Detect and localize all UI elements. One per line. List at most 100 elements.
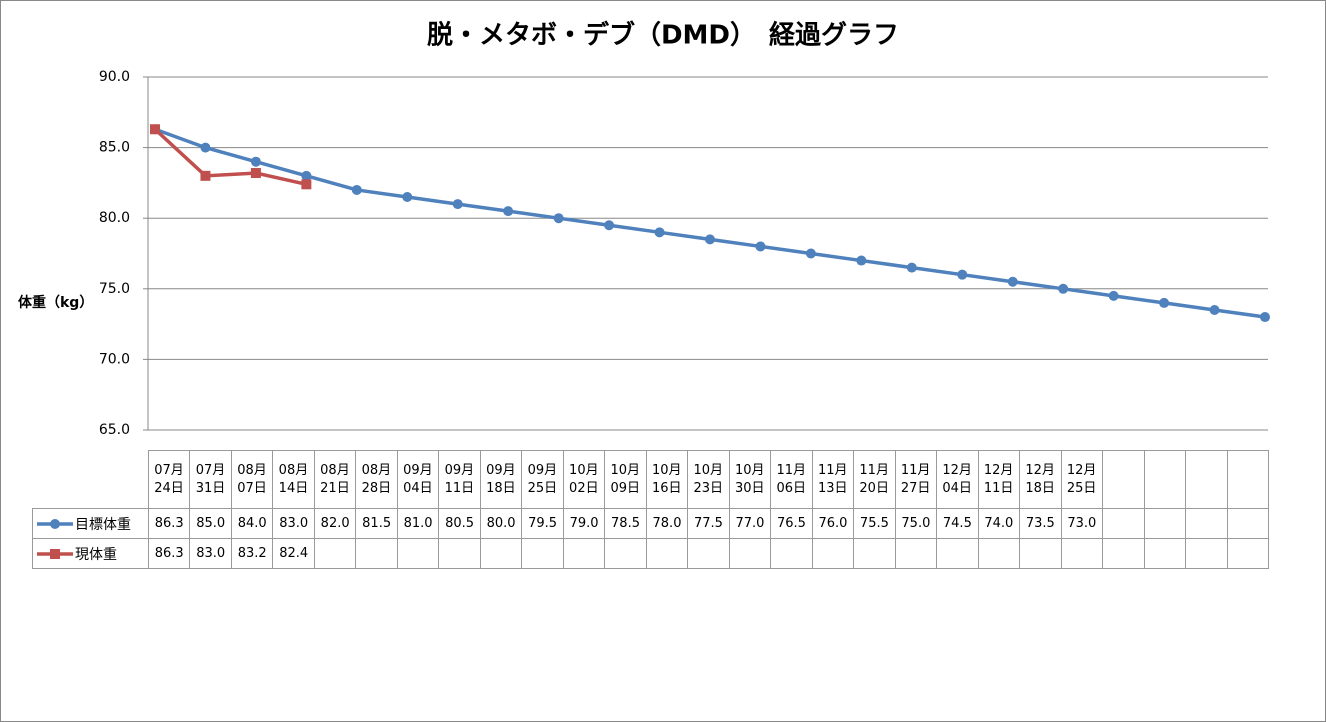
marker bbox=[1007, 276, 1018, 287]
table-cell bbox=[355, 538, 398, 569]
table-cell bbox=[1060, 538, 1104, 569]
marker bbox=[705, 234, 715, 245]
table-header-cell: 10月02日 bbox=[562, 450, 606, 509]
marker bbox=[1058, 283, 1069, 294]
marker bbox=[654, 227, 665, 238]
table-header-cell: 12月04日 bbox=[936, 450, 979, 509]
marker bbox=[604, 220, 615, 231]
date-label: 12月04日 bbox=[942, 462, 972, 496]
y-tick-label: 90.0 bbox=[99, 69, 130, 85]
date-label: 09月11日 bbox=[444, 462, 475, 496]
y-tick-label: 80.0 bbox=[99, 210, 130, 226]
legend-key bbox=[37, 518, 73, 529]
table-header-cell: 12月25日 bbox=[1060, 450, 1104, 509]
legend-label: 現体重 bbox=[75, 546, 117, 563]
y-tick-label: 85.0 bbox=[99, 140, 130, 156]
table-header-cell: 10月23日 bbox=[687, 450, 730, 509]
marker bbox=[452, 199, 463, 210]
table-header-cell bbox=[1226, 450, 1269, 509]
marker bbox=[301, 179, 312, 190]
date-label: 10月23日 bbox=[693, 462, 724, 496]
table-cell bbox=[770, 538, 813, 569]
chart-title: 脱・メタボ・デブ（DMD） 経過グラフ bbox=[427, 20, 899, 51]
date-label: 08月21日 bbox=[320, 462, 350, 496]
table-cell: 81.0 bbox=[396, 508, 440, 539]
series-line bbox=[153, 127, 307, 187]
table-cell bbox=[853, 538, 896, 569]
table-header-cell bbox=[1185, 450, 1228, 509]
table-cell bbox=[1019, 538, 1062, 569]
marker bbox=[200, 170, 211, 181]
marker bbox=[402, 192, 413, 203]
table-cell: 75.5 bbox=[853, 508, 896, 539]
table-cell: 83.0 bbox=[272, 508, 315, 539]
table-cell: 77.5 bbox=[687, 508, 730, 539]
table-header-cell: 10月16日 bbox=[645, 450, 689, 509]
date-label: 11月27日 bbox=[900, 462, 931, 496]
date-label: 10月09日 bbox=[610, 462, 641, 496]
marker bbox=[805, 248, 816, 259]
marker bbox=[906, 262, 917, 273]
marker bbox=[200, 142, 211, 153]
table-cell bbox=[936, 538, 979, 569]
date-label: 10月30日 bbox=[734, 462, 765, 496]
table-header-cell: 08月21日 bbox=[313, 450, 357, 509]
table-cell bbox=[1143, 508, 1187, 539]
table-cell: 83.2 bbox=[230, 538, 274, 569]
table-cell: 83.0 bbox=[189, 538, 232, 569]
table-header-cell: 08月28日 bbox=[355, 450, 398, 509]
y-tick-label: 70.0 bbox=[99, 351, 130, 367]
table-header-cell: 11月27日 bbox=[894, 450, 938, 509]
table-header-cell: 12月11日 bbox=[977, 450, 1021, 509]
y-axis-title: 体重（kg） bbox=[18, 294, 93, 311]
table-header-cell: 07月24日 bbox=[148, 450, 191, 509]
table-cell: 79.0 bbox=[562, 508, 606, 539]
date-label: 07月31日 bbox=[195, 462, 226, 496]
date-label: 10月02日 bbox=[569, 462, 599, 496]
table-header-cell bbox=[1143, 450, 1187, 509]
marker bbox=[250, 168, 261, 179]
marker bbox=[1209, 304, 1220, 315]
date-label: 10月16日 bbox=[652, 462, 682, 496]
table-cell bbox=[894, 538, 938, 569]
table-cell: 82.4 bbox=[272, 538, 315, 569]
table-header-cell: 09月18日 bbox=[479, 450, 523, 509]
table-cell bbox=[811, 538, 855, 569]
table-header-cell: 08月07日 bbox=[230, 450, 274, 509]
marker bbox=[351, 184, 362, 195]
table-cell bbox=[1185, 508, 1228, 539]
date-label: 12月18日 bbox=[1025, 462, 1055, 496]
table-cell bbox=[438, 538, 481, 569]
table-cell bbox=[562, 538, 606, 569]
date-label: 12月11日 bbox=[983, 462, 1014, 496]
marker bbox=[150, 124, 160, 135]
date-label: 12月25日 bbox=[1066, 462, 1097, 496]
table-cell: 76.5 bbox=[770, 508, 813, 539]
marker bbox=[1108, 290, 1119, 301]
date-label: 09月25日 bbox=[527, 462, 558, 496]
table-cell: 77.0 bbox=[728, 508, 772, 539]
table-header-cell: 11月20日 bbox=[853, 450, 896, 509]
table-cell: 73.0 bbox=[1060, 508, 1104, 539]
marker bbox=[503, 206, 514, 217]
table-header-cell: 10月30日 bbox=[728, 450, 772, 509]
legend-cell: 現体重 bbox=[32, 538, 149, 569]
table-cell bbox=[479, 538, 523, 569]
table-cell bbox=[1102, 508, 1145, 539]
marker bbox=[856, 255, 867, 266]
table-cell: 75.0 bbox=[894, 508, 938, 539]
table-cell bbox=[1185, 538, 1228, 569]
table-cell: 80.0 bbox=[479, 508, 523, 539]
date-label: 08月14日 bbox=[278, 462, 309, 496]
date-label: 11月06日 bbox=[776, 462, 806, 496]
table-cell: 82.0 bbox=[313, 508, 357, 539]
table-header-cell: 10月09日 bbox=[604, 450, 647, 509]
table-cell bbox=[645, 538, 689, 569]
date-label: 08月28日 bbox=[361, 462, 392, 496]
legend-cell: 目標体重 bbox=[32, 508, 149, 539]
table-cell bbox=[313, 538, 357, 569]
table-cell: 80.5 bbox=[438, 508, 481, 539]
table-cell: 78.0 bbox=[645, 508, 689, 539]
